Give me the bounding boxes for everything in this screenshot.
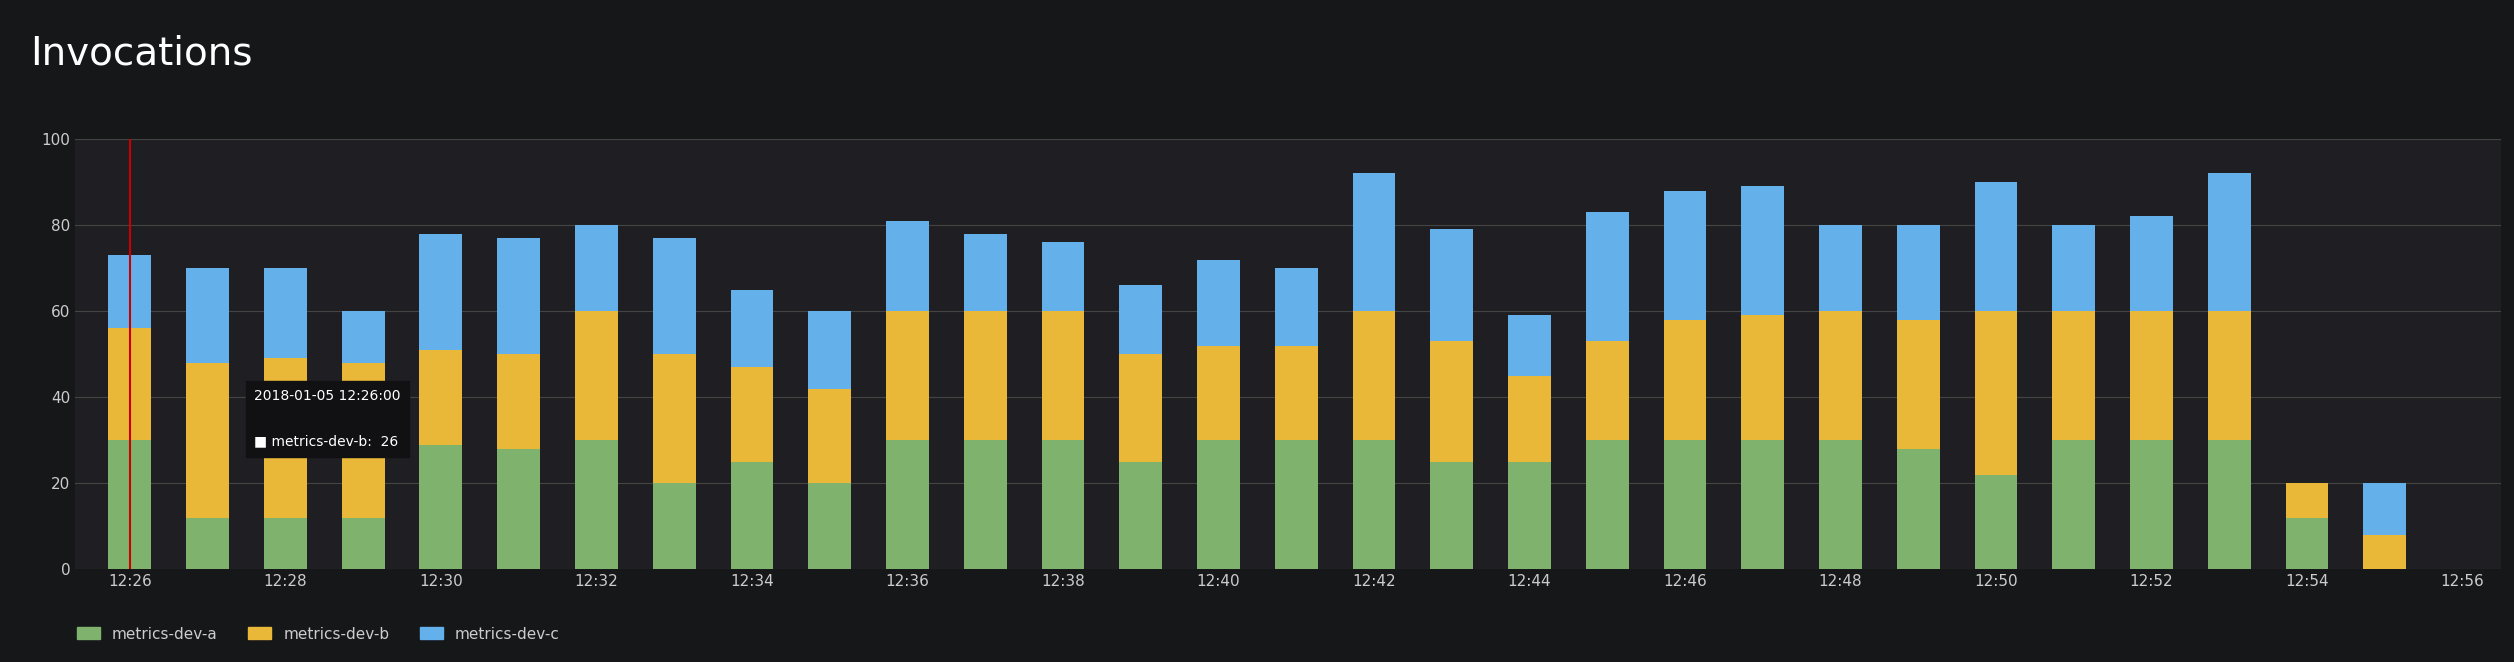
Bar bbox=[2129, 216, 2172, 311]
Bar bbox=[576, 440, 618, 569]
Bar bbox=[498, 354, 541, 449]
Bar bbox=[1119, 354, 1161, 462]
Bar bbox=[2207, 173, 2250, 311]
Bar bbox=[963, 440, 1006, 569]
Bar bbox=[1353, 311, 1395, 440]
Bar bbox=[186, 363, 229, 518]
Bar bbox=[498, 449, 541, 569]
Bar bbox=[108, 440, 151, 569]
Bar bbox=[1664, 320, 1707, 440]
Bar bbox=[1742, 315, 1785, 440]
Bar bbox=[2129, 311, 2172, 440]
Bar bbox=[1664, 191, 1707, 320]
Bar bbox=[264, 518, 307, 569]
Bar bbox=[810, 483, 852, 569]
Bar bbox=[1973, 311, 2016, 475]
Bar bbox=[1820, 225, 1863, 311]
Bar bbox=[264, 268, 307, 358]
Bar bbox=[108, 255, 151, 328]
Bar bbox=[498, 238, 541, 354]
Bar bbox=[1742, 187, 1785, 315]
Bar bbox=[342, 363, 385, 518]
Bar bbox=[2363, 483, 2406, 535]
Bar bbox=[2285, 518, 2328, 569]
Bar bbox=[1353, 440, 1395, 569]
Bar bbox=[1430, 229, 1473, 342]
Bar bbox=[1275, 440, 1317, 569]
Bar bbox=[732, 462, 774, 569]
Bar bbox=[420, 350, 463, 445]
Bar bbox=[1430, 462, 1473, 569]
Bar bbox=[1586, 212, 1629, 342]
Text: 2018-01-05 12:26:00

■ metrics-dev-b:  26: 2018-01-05 12:26:00 ■ metrics-dev-b: 26 bbox=[254, 389, 400, 449]
Bar bbox=[2285, 483, 2328, 518]
Bar bbox=[420, 234, 463, 350]
Bar bbox=[1041, 242, 1084, 311]
Bar bbox=[1742, 440, 1785, 569]
Bar bbox=[1041, 311, 1084, 440]
Bar bbox=[1430, 342, 1473, 462]
Bar bbox=[1586, 440, 1629, 569]
Text: Invocations: Invocations bbox=[30, 34, 254, 73]
Bar bbox=[2051, 225, 2094, 311]
Bar bbox=[186, 268, 229, 363]
Bar bbox=[1586, 342, 1629, 440]
Bar bbox=[1197, 440, 1239, 569]
Bar bbox=[1119, 285, 1161, 354]
Legend: metrics-dev-a, metrics-dev-b, metrics-dev-c: metrics-dev-a, metrics-dev-b, metrics-de… bbox=[70, 620, 566, 647]
Bar bbox=[1275, 346, 1317, 440]
Bar bbox=[2051, 311, 2094, 440]
Bar bbox=[420, 445, 463, 569]
Bar bbox=[1898, 449, 1941, 569]
Bar bbox=[2051, 440, 2094, 569]
Bar bbox=[654, 354, 696, 483]
Bar bbox=[1820, 311, 1863, 440]
Bar bbox=[1508, 376, 1551, 462]
Bar bbox=[1898, 320, 1941, 449]
Bar bbox=[2207, 440, 2250, 569]
Bar bbox=[1353, 173, 1395, 311]
Bar bbox=[885, 440, 928, 569]
Bar bbox=[1119, 462, 1161, 569]
Bar bbox=[885, 221, 928, 311]
Bar bbox=[108, 328, 151, 440]
Bar bbox=[732, 367, 774, 462]
Bar bbox=[885, 311, 928, 440]
Bar bbox=[1820, 440, 1863, 569]
Bar bbox=[1973, 182, 2016, 311]
Bar bbox=[2363, 535, 2406, 569]
Bar bbox=[1041, 440, 1084, 569]
Bar bbox=[576, 225, 618, 311]
Bar bbox=[342, 311, 385, 363]
Bar bbox=[1508, 315, 1551, 376]
Bar bbox=[654, 483, 696, 569]
Bar bbox=[1508, 462, 1551, 569]
Bar bbox=[1664, 440, 1707, 569]
Bar bbox=[732, 290, 774, 367]
Bar bbox=[1197, 260, 1239, 346]
Bar bbox=[2207, 311, 2250, 440]
Bar bbox=[963, 311, 1006, 440]
Bar bbox=[1973, 475, 2016, 569]
Bar bbox=[963, 234, 1006, 311]
Bar bbox=[654, 238, 696, 354]
Bar bbox=[576, 311, 618, 440]
Bar bbox=[1197, 346, 1239, 440]
Bar bbox=[810, 311, 852, 389]
Bar bbox=[264, 359, 307, 518]
Bar bbox=[810, 389, 852, 483]
Bar bbox=[186, 518, 229, 569]
Bar bbox=[1898, 225, 1941, 320]
Bar bbox=[1275, 268, 1317, 346]
Bar bbox=[342, 518, 385, 569]
Bar bbox=[2129, 440, 2172, 569]
